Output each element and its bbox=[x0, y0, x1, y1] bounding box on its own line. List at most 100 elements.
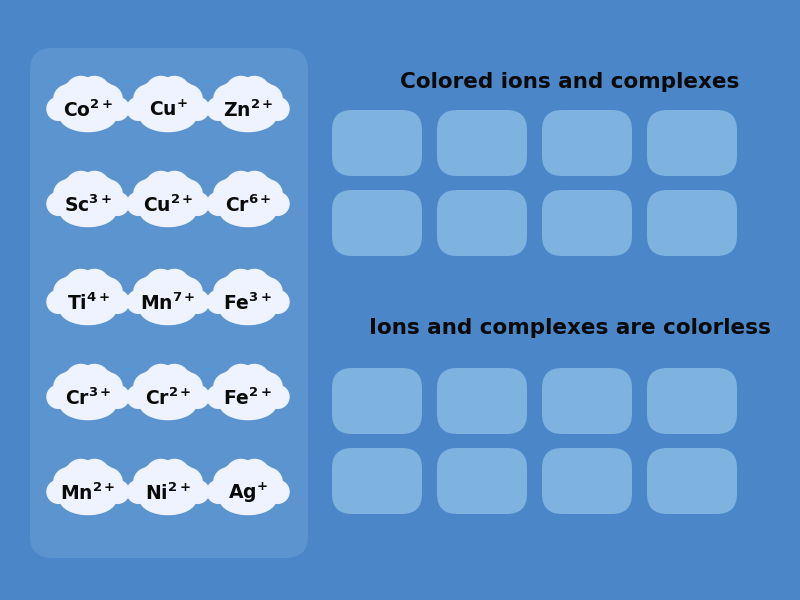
Circle shape bbox=[174, 180, 202, 209]
Circle shape bbox=[66, 364, 96, 395]
Circle shape bbox=[106, 385, 129, 409]
Circle shape bbox=[141, 465, 168, 492]
Ellipse shape bbox=[218, 85, 278, 131]
Circle shape bbox=[146, 76, 176, 107]
Circle shape bbox=[106, 97, 129, 121]
Circle shape bbox=[54, 180, 82, 209]
Circle shape bbox=[221, 177, 248, 204]
Circle shape bbox=[141, 177, 168, 204]
Ellipse shape bbox=[60, 101, 116, 131]
Ellipse shape bbox=[138, 373, 198, 419]
Circle shape bbox=[254, 373, 282, 401]
Circle shape bbox=[94, 373, 122, 401]
Ellipse shape bbox=[218, 373, 278, 419]
Circle shape bbox=[141, 275, 168, 302]
Circle shape bbox=[221, 82, 248, 109]
Text: $\mathbf{Fe}^{\mathbf{2+}}$: $\mathbf{Fe}^{\mathbf{2+}}$ bbox=[223, 387, 273, 409]
Circle shape bbox=[214, 180, 242, 209]
Ellipse shape bbox=[220, 389, 276, 419]
Circle shape bbox=[61, 370, 88, 397]
Circle shape bbox=[88, 370, 115, 397]
Circle shape bbox=[226, 76, 256, 107]
Circle shape bbox=[226, 172, 256, 202]
Ellipse shape bbox=[58, 85, 118, 131]
FancyBboxPatch shape bbox=[437, 448, 527, 514]
Ellipse shape bbox=[58, 180, 118, 226]
Ellipse shape bbox=[60, 484, 116, 515]
Ellipse shape bbox=[58, 373, 118, 419]
Circle shape bbox=[168, 275, 195, 302]
FancyBboxPatch shape bbox=[647, 190, 737, 256]
Circle shape bbox=[47, 481, 70, 503]
Circle shape bbox=[127, 290, 150, 313]
Circle shape bbox=[66, 76, 96, 107]
Text: $\mathbf{Ni}^{\mathbf{2+}}$: $\mathbf{Ni}^{\mathbf{2+}}$ bbox=[145, 482, 191, 504]
Circle shape bbox=[159, 460, 190, 490]
Circle shape bbox=[106, 290, 129, 313]
Text: Colored ions and complexes: Colored ions and complexes bbox=[400, 72, 740, 92]
Ellipse shape bbox=[218, 468, 278, 514]
FancyBboxPatch shape bbox=[647, 368, 737, 434]
Circle shape bbox=[134, 278, 162, 307]
Circle shape bbox=[79, 460, 110, 490]
Circle shape bbox=[248, 177, 275, 204]
Circle shape bbox=[47, 193, 70, 215]
Circle shape bbox=[159, 364, 190, 395]
Circle shape bbox=[88, 275, 115, 302]
Circle shape bbox=[79, 172, 110, 202]
Text: $\mathbf{Mn}^{\mathbf{7+}}$: $\mathbf{Mn}^{\mathbf{7+}}$ bbox=[140, 292, 196, 314]
Text: $\mathbf{Ti}^{\mathbf{4+}}$: $\mathbf{Ti}^{\mathbf{4+}}$ bbox=[66, 292, 110, 314]
Circle shape bbox=[266, 193, 289, 215]
Circle shape bbox=[141, 82, 168, 109]
Circle shape bbox=[94, 278, 122, 307]
Circle shape bbox=[214, 468, 242, 497]
Ellipse shape bbox=[58, 278, 118, 324]
FancyBboxPatch shape bbox=[437, 190, 527, 256]
Circle shape bbox=[226, 269, 256, 299]
Circle shape bbox=[94, 85, 122, 113]
Circle shape bbox=[159, 76, 190, 107]
Circle shape bbox=[54, 373, 82, 401]
Circle shape bbox=[254, 180, 282, 209]
Circle shape bbox=[186, 481, 209, 503]
Circle shape bbox=[88, 465, 115, 492]
FancyBboxPatch shape bbox=[332, 110, 422, 176]
Text: Ions and complexes are colorless: Ions and complexes are colorless bbox=[369, 318, 771, 338]
Circle shape bbox=[174, 373, 202, 401]
Circle shape bbox=[61, 82, 88, 109]
Circle shape bbox=[127, 385, 150, 409]
Circle shape bbox=[61, 177, 88, 204]
Circle shape bbox=[254, 468, 282, 497]
Circle shape bbox=[214, 278, 242, 307]
Circle shape bbox=[127, 97, 150, 121]
Circle shape bbox=[66, 460, 96, 490]
Circle shape bbox=[88, 177, 115, 204]
Ellipse shape bbox=[138, 468, 198, 514]
Circle shape bbox=[221, 370, 248, 397]
FancyBboxPatch shape bbox=[542, 190, 632, 256]
Ellipse shape bbox=[220, 101, 276, 131]
Text: $\mathbf{Cr}^{\mathbf{3+}}$: $\mathbf{Cr}^{\mathbf{3+}}$ bbox=[65, 387, 111, 409]
FancyBboxPatch shape bbox=[647, 110, 737, 176]
Circle shape bbox=[79, 364, 110, 395]
Circle shape bbox=[141, 370, 168, 397]
Circle shape bbox=[61, 465, 88, 492]
Circle shape bbox=[79, 269, 110, 299]
FancyBboxPatch shape bbox=[332, 448, 422, 514]
Circle shape bbox=[159, 172, 190, 202]
Circle shape bbox=[146, 460, 176, 490]
Circle shape bbox=[254, 85, 282, 113]
Ellipse shape bbox=[140, 389, 196, 419]
Circle shape bbox=[127, 193, 150, 215]
Ellipse shape bbox=[140, 484, 196, 515]
Circle shape bbox=[54, 468, 82, 497]
Circle shape bbox=[248, 370, 275, 397]
Circle shape bbox=[168, 465, 195, 492]
Ellipse shape bbox=[60, 389, 116, 419]
FancyBboxPatch shape bbox=[30, 48, 308, 558]
Circle shape bbox=[134, 468, 162, 497]
Circle shape bbox=[266, 481, 289, 503]
Ellipse shape bbox=[220, 484, 276, 515]
Text: $\mathbf{Cu}^{\mathbf{2+}}$: $\mathbf{Cu}^{\mathbf{2+}}$ bbox=[142, 194, 194, 216]
Circle shape bbox=[168, 82, 195, 109]
